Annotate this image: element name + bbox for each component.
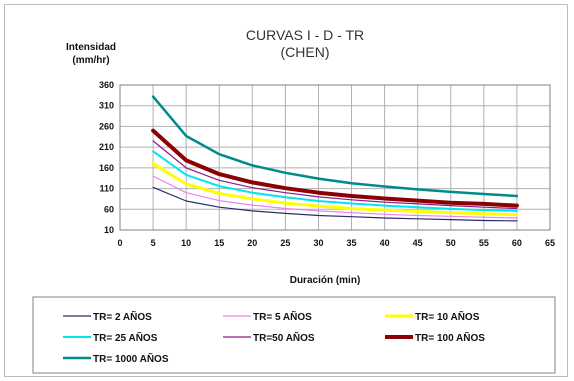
- x-tick-label: 10: [181, 238, 191, 248]
- tick-labels: 10 60 110 160 210 260 310 360 0 5 10 15 20 25 30 35 40 45…: [99, 80, 555, 248]
- legend-box: [32, 296, 556, 374]
- legend-label-6: TR= 100 AÑOS: [415, 331, 485, 344]
- series-line-6: [151, 128, 519, 208]
- legend-label-7: TR= 1000 AÑOS: [93, 352, 169, 365]
- x-tick-label: 0: [117, 238, 122, 248]
- y-tick-label: 210: [99, 142, 114, 152]
- y-tick-label: 60: [104, 204, 114, 214]
- chart-title: CURVAS I - D - TR: [246, 27, 364, 43]
- series-line-2: [152, 175, 518, 219]
- y-tick-label: 160: [99, 163, 114, 173]
- x-tick-label: 5: [151, 238, 156, 248]
- x-tick-label: 45: [413, 238, 423, 248]
- series-line-1: [152, 186, 518, 222]
- x-tick-label: 35: [347, 238, 357, 248]
- legend-label-4: TR= 25 AÑOS: [93, 331, 158, 344]
- legend-label-2: TR= 5 AÑOS: [253, 310, 312, 323]
- grid: [120, 85, 550, 230]
- y-tick-label: 110: [99, 184, 114, 194]
- x-tick-label: 50: [446, 238, 456, 248]
- x-tick-label: 20: [247, 238, 257, 248]
- x-tick-label: 40: [380, 238, 390, 248]
- y-tick-label: 260: [99, 121, 114, 131]
- x-tick-label: 30: [313, 238, 323, 248]
- legend-label-5: TR=50 AÑOS: [253, 331, 315, 344]
- chart-subtitle: (CHEN): [281, 44, 330, 60]
- x-axis-label: Duración (min): [290, 275, 361, 286]
- y-axis-label-line-2: (mm/hr): [72, 55, 109, 66]
- legend: TR= 2 AÑOS TR= 5 AÑOS TR= 10 AÑOS TR= 25 AÑ…: [63, 310, 485, 365]
- y-tick-label: 360: [99, 80, 114, 90]
- x-tick-label: 60: [512, 238, 522, 248]
- y-tick-label: 310: [99, 101, 114, 111]
- chart-frame: CURVAS I - D - TR (CHEN) Intensidad (mm/…: [4, 4, 568, 377]
- chart-svg: CURVAS I - D - TR (CHEN) Intensidad (mm/…: [32, 27, 556, 374]
- x-tick-label: 65: [545, 238, 555, 248]
- plot-border: [119, 84, 551, 231]
- series-line-5: [152, 140, 518, 210]
- x-tick-label: 15: [214, 238, 224, 248]
- legend-label-3: TR= 10 AÑOS: [415, 310, 480, 323]
- x-tick-label: 55: [479, 238, 489, 248]
- series-line-7: [151, 95, 519, 198]
- series-line-4: [152, 150, 518, 212]
- legend-label-1: TR= 2 AÑOS: [93, 310, 152, 323]
- y-axis-label-line-1: Intensidad: [66, 42, 116, 53]
- series-lines: [151, 95, 519, 222]
- series-line-3: [151, 162, 519, 217]
- x-tick-label: 25: [280, 238, 290, 248]
- y-tick-label: 10: [104, 225, 114, 235]
